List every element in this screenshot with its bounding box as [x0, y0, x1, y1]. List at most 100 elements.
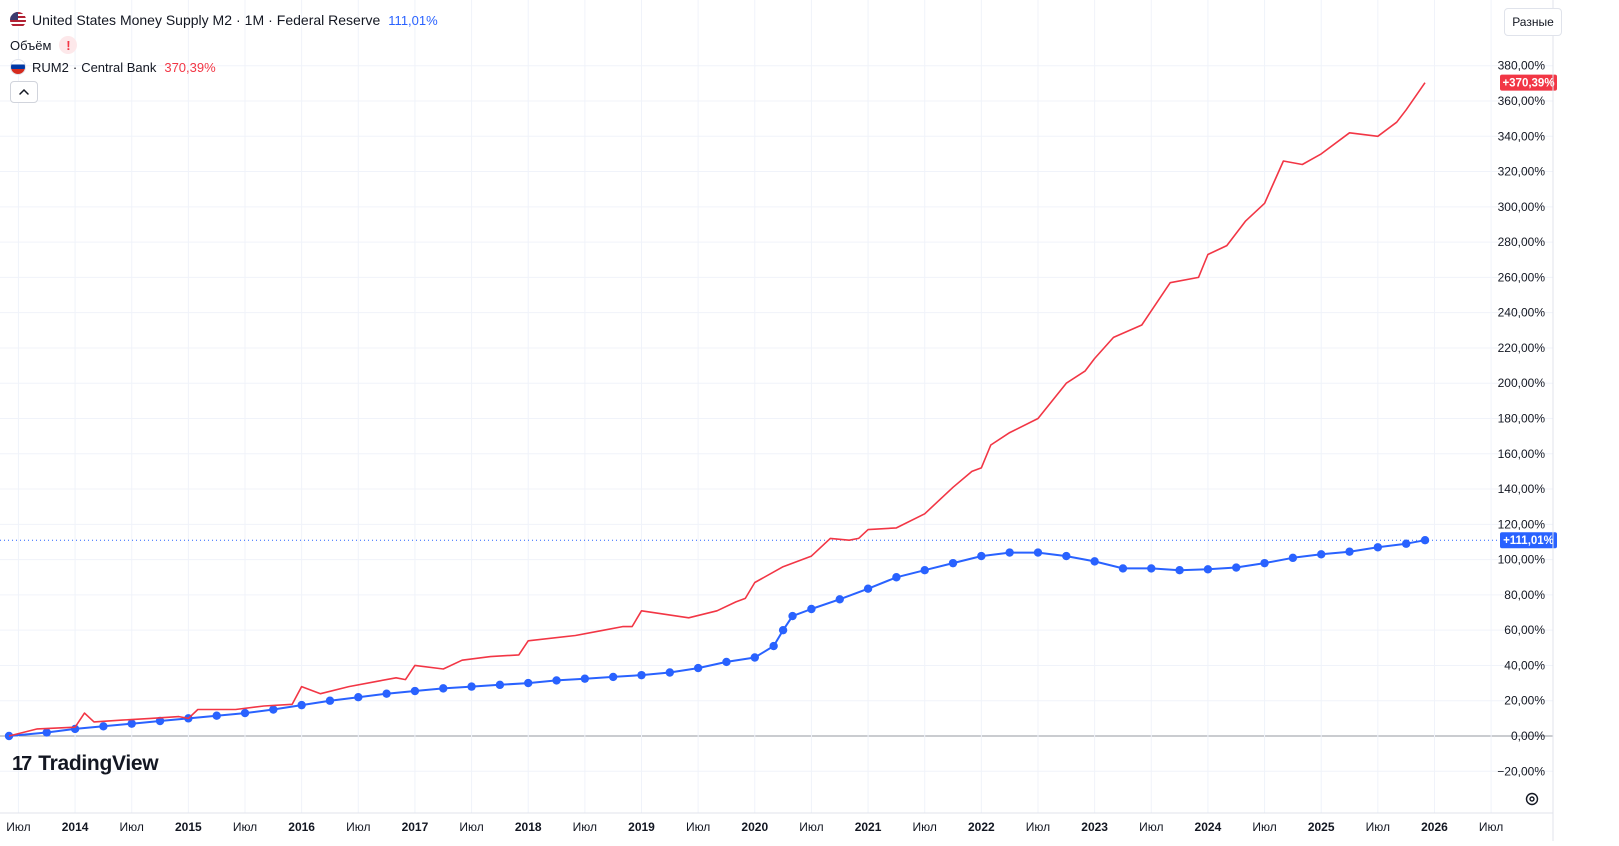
x-tick-label: Июл — [346, 820, 370, 834]
data-point — [1203, 565, 1213, 574]
data-point — [807, 604, 816, 614]
data-point — [127, 719, 136, 728]
data-point — [99, 722, 108, 731]
grid — [0, 0, 1553, 813]
collapse-legend-button[interactable] — [10, 81, 38, 103]
x-tick-label: Июл — [1479, 820, 1503, 834]
x-tick-label: Июл — [120, 820, 144, 834]
data-point — [1033, 548, 1043, 557]
data-point — [212, 711, 221, 720]
us-flag-icon — [10, 12, 26, 28]
compare-value: 370,39% — [164, 59, 216, 75]
data-point — [1232, 563, 1241, 572]
x-tick-label: Июл — [1139, 820, 1163, 834]
data-point — [382, 689, 391, 698]
y-tick-label: 360,00% — [1498, 94, 1546, 108]
chevron-up-icon — [19, 88, 29, 95]
x-tick-label: Июл — [1252, 820, 1276, 834]
y-tick-label: 140,00% — [1498, 482, 1546, 496]
last-value-badge — [1500, 74, 1557, 91]
y-tick-label: 40,00% — [1504, 658, 1545, 672]
volume-label: Объём — [10, 37, 52, 53]
last-value-label: +370,39% — [1502, 78, 1554, 90]
last-value-label: +111,01% — [1503, 535, 1554, 547]
y-tick-label: 120,00% — [1498, 517, 1546, 531]
data-point — [892, 573, 901, 582]
data-point — [608, 672, 618, 682]
data-point — [948, 558, 958, 568]
scale-mode-button[interactable]: Разные — [1504, 8, 1562, 36]
y-tick-label: 380,00% — [1498, 59, 1546, 73]
y-tick-label: 340,00% — [1498, 129, 1546, 143]
data-point — [863, 584, 873, 593]
data-point — [750, 653, 759, 662]
legend-main-series[interactable]: United States Money Supply M2 · 1M · Fed… — [10, 12, 438, 28]
data-point — [1420, 535, 1430, 545]
x-tick-label: 2020 — [741, 820, 768, 834]
y-tick-label: −20,00% — [1497, 764, 1545, 778]
data-point — [1090, 557, 1099, 566]
data-point — [1288, 553, 1298, 563]
data-point — [439, 684, 448, 693]
tradingview-logo[interactable]: 17 TradingView — [12, 752, 159, 776]
separator-dot: · — [268, 12, 273, 28]
data-point — [467, 682, 476, 691]
data-point — [835, 595, 844, 604]
chart-settings-button[interactable] — [1522, 789, 1542, 809]
gear-icon — [1525, 792, 1539, 806]
x-tick-label: 2023 — [1081, 820, 1108, 834]
data-point — [1118, 564, 1128, 573]
main-value: 111,01% — [388, 12, 438, 28]
data-point — [722, 657, 731, 667]
y-tick-label: 20,00% — [1504, 694, 1545, 708]
series-rum2: +370,39% — [8, 74, 1557, 737]
main-source: Federal Reserve — [276, 12, 381, 28]
data-point — [1062, 551, 1071, 561]
y-tick-label: 260,00% — [1498, 270, 1546, 284]
x-tick-label: 2022 — [968, 820, 995, 834]
russia-flag-icon — [10, 59, 26, 75]
warning-icon[interactable]: ! — [59, 36, 78, 54]
y-tick-label: 300,00% — [1498, 200, 1546, 214]
separator-dot: · — [236, 12, 241, 28]
separator-dot: · — [72, 59, 78, 75]
data-point — [410, 686, 420, 696]
y-tick-label: 280,00% — [1498, 235, 1546, 249]
axis-labels: −20,00% 0,00% 20,00% 40,00% 60,00% 80,00% 100,… — [6, 59, 1545, 834]
data-point — [637, 670, 646, 680]
data-point — [665, 668, 675, 677]
x-tick-label: Июл — [799, 820, 823, 834]
x-tick-label: 2015 — [175, 820, 202, 834]
y-tick-label: 320,00% — [1498, 165, 1546, 179]
y-tick-label: 200,00% — [1498, 376, 1546, 390]
y-tick-label: 0,00% — [1511, 729, 1545, 743]
legend-compare-series[interactable]: RUM2 · Central Bank 370,39% — [10, 59, 216, 75]
data-point — [495, 680, 505, 690]
compare-source: Central Bank — [81, 59, 157, 75]
data-point — [1175, 565, 1184, 575]
x-tick-label: 2026 — [1421, 820, 1448, 834]
tradingview-logo-text: TradingView — [38, 752, 159, 775]
y-tick-label: 100,00% — [1498, 553, 1546, 567]
y-tick-label: 160,00% — [1498, 447, 1546, 461]
data-point — [1147, 564, 1156, 573]
data-point — [269, 705, 278, 714]
x-tick-label: 2025 — [1308, 820, 1335, 834]
data-point — [769, 641, 778, 651]
x-tick-label: Июл — [913, 820, 937, 834]
y-tick-label: 240,00% — [1498, 306, 1546, 320]
series-line — [8, 82, 1426, 737]
data-point — [580, 674, 590, 683]
data-point — [240, 708, 250, 718]
x-tick-label: 2014 — [62, 820, 89, 834]
data-point — [1345, 547, 1354, 556]
data-point — [920, 565, 929, 575]
compare-symbol-name[interactable]: RUM2 — [32, 59, 69, 75]
x-tick-label: 2024 — [1195, 820, 1222, 834]
plot-series: +111,01% +370,39% — [0, 74, 1557, 741]
main-symbol-name[interactable]: United States Money Supply M2 — [32, 12, 232, 28]
legend-volume[interactable]: Объём ! — [10, 36, 78, 54]
last-value-badge — [1500, 532, 1557, 549]
